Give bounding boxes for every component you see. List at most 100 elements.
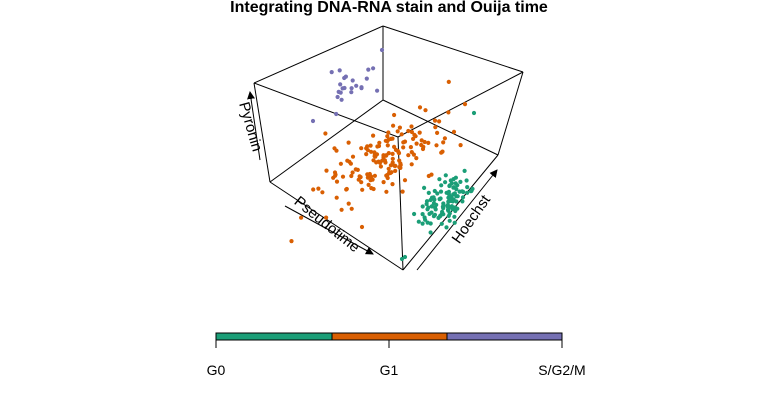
point-g1-144 [334, 179, 340, 184]
chart-title: Integrating DNA-RNA stain and Ouija time [230, 0, 548, 16]
pseudotime-axis-label: Pseudotime [291, 193, 363, 256]
point-g1-74 [332, 170, 338, 175]
point-g1-80 [408, 145, 413, 150]
point-g1-151 [371, 186, 376, 192]
point-g0-49 [429, 204, 435, 209]
point-g0-66 [424, 201, 429, 207]
point-g1-52 [311, 187, 316, 192]
point-g1-48 [368, 143, 373, 148]
color-bar: G0 G1 S/G2/M [207, 332, 586, 378]
point-g0-42 [423, 217, 428, 222]
point-g1-99 [377, 160, 383, 165]
point-g1-132 [350, 170, 355, 175]
color-bar-label-s-g2-m: S/G2/M [538, 362, 585, 378]
point-g1-154 [429, 172, 434, 177]
point-g1-12 [417, 130, 422, 135]
point-g1-111 [451, 129, 457, 134]
point-g1-38 [365, 148, 370, 153]
plot-box [253, 25, 524, 271]
point-g1-147 [384, 189, 389, 194]
point-g1-68 [289, 239, 294, 244]
point-g0-52 [433, 207, 438, 212]
point-g1-93 [400, 189, 405, 194]
point-g0-57 [452, 191, 457, 196]
box-edge-floor-front-left [269, 181, 404, 271]
point-g1-126 [402, 178, 408, 183]
point-g1-86 [409, 162, 414, 167]
point-g0-102 [451, 177, 456, 182]
point-g1-105 [364, 152, 369, 157]
box-edge-top-right [397, 71, 524, 138]
point-g0-21 [426, 190, 431, 195]
point-g1-21 [385, 134, 390, 139]
point-g1-47 [386, 166, 391, 171]
point-g1-119 [393, 163, 398, 168]
point-g1-97 [339, 207, 344, 212]
box-edge-top-front [253, 82, 399, 138]
point-g1-14 [414, 141, 419, 146]
point-g1-138 [393, 168, 398, 173]
point-g1-33 [349, 173, 354, 179]
box-edge-top-back [382, 25, 524, 73]
point-g0-60 [455, 194, 460, 199]
point-g0-89 [453, 208, 458, 214]
point-g1-127 [384, 173, 389, 178]
point-g1-82 [332, 146, 337, 151]
point-g1-125 [390, 136, 395, 141]
point-g1-110 [399, 132, 404, 137]
point-g1-75 [365, 144, 370, 149]
point-g0-5 [416, 219, 421, 224]
point-g1-98 [391, 123, 396, 128]
point-s-g2-m-9 [364, 76, 369, 81]
point-g0-96 [425, 220, 430, 225]
point-s-g2-m-16 [342, 85, 347, 91]
point-g1-94 [422, 139, 427, 145]
color-bar-segment-s-g2-m [446, 332, 563, 341]
box-edge-back-floor-left [269, 99, 384, 183]
point-g1-4 [346, 201, 351, 206]
point-g1-20 [414, 156, 419, 161]
point-s-g2-m-8 [339, 97, 344, 102]
point-g0-59 [432, 188, 437, 194]
point-g0-106 [412, 211, 417, 217]
color-bar-label-g1: G1 [380, 362, 399, 378]
point-g1-145 [365, 172, 370, 177]
point-g1-150 [320, 190, 325, 195]
point-g0-72 [452, 220, 457, 225]
box-edge-top-left [253, 25, 384, 84]
point-g0-90 [438, 214, 443, 219]
point-s-g2-m-12 [343, 74, 348, 79]
point-g1-143 [383, 138, 388, 143]
point-g0-47 [446, 208, 451, 213]
point-s-g2-m-11 [338, 82, 343, 87]
point-g1-34 [377, 140, 382, 145]
hoechst-axis-arrow [416, 169, 498, 271]
point-g0-78 [446, 213, 451, 218]
point-g1-81 [365, 175, 370, 180]
point-g0-99 [454, 199, 459, 204]
point-g0-86 [454, 187, 459, 192]
point-g0-25 [452, 214, 457, 219]
point-g1-92 [370, 177, 375, 182]
point-g1-27 [395, 129, 400, 134]
point-s-g2-m-20 [371, 66, 376, 71]
point-g0-85 [453, 181, 458, 186]
color-bar-label-g0: G0 [207, 362, 226, 378]
point-g1-134 [409, 124, 414, 129]
point-g1-73 [372, 173, 377, 178]
point-g0-30 [460, 199, 465, 204]
point-g1-149 [392, 144, 397, 149]
point-s-g2-m-22 [310, 118, 316, 124]
point-g1-130 [458, 143, 463, 148]
point-g1-70 [392, 112, 397, 118]
point-g1-30 [426, 140, 431, 145]
point-g0-74 [443, 180, 448, 185]
point-g0-7 [431, 214, 436, 219]
point-g1-89 [446, 79, 451, 84]
point-g0-107 [471, 110, 477, 116]
point-g0-28 [420, 204, 425, 209]
point-g1-133 [333, 173, 338, 178]
point-g1-25 [371, 133, 376, 138]
point-g0-75 [438, 196, 443, 201]
